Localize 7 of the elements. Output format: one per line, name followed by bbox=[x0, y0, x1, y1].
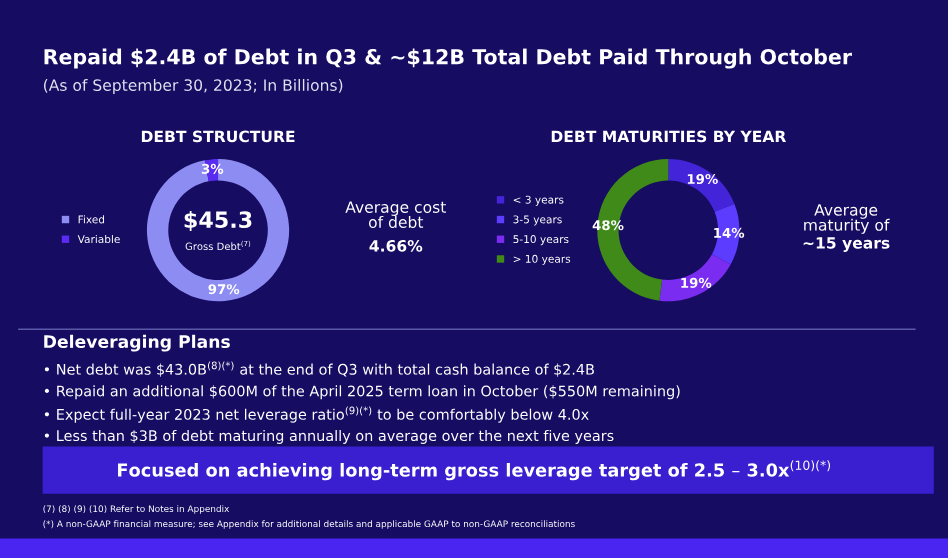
donut-slice bbox=[668, 159, 735, 212]
donut-slice bbox=[146, 159, 290, 302]
text: Repaid $2.4B of Debt in Q3 & ~$12B Total Debt Paid Through October bbox=[44, 48, 852, 69]
donut-slice bbox=[659, 254, 731, 302]
text: Deleveraging Plans bbox=[44, 334, 230, 352]
text: $45.3 bbox=[184, 210, 252, 232]
text: Focused on achieving long-term gross leverage target of 2.5 – 3.0x$^{(10)(*)}$ bbox=[118, 460, 831, 481]
